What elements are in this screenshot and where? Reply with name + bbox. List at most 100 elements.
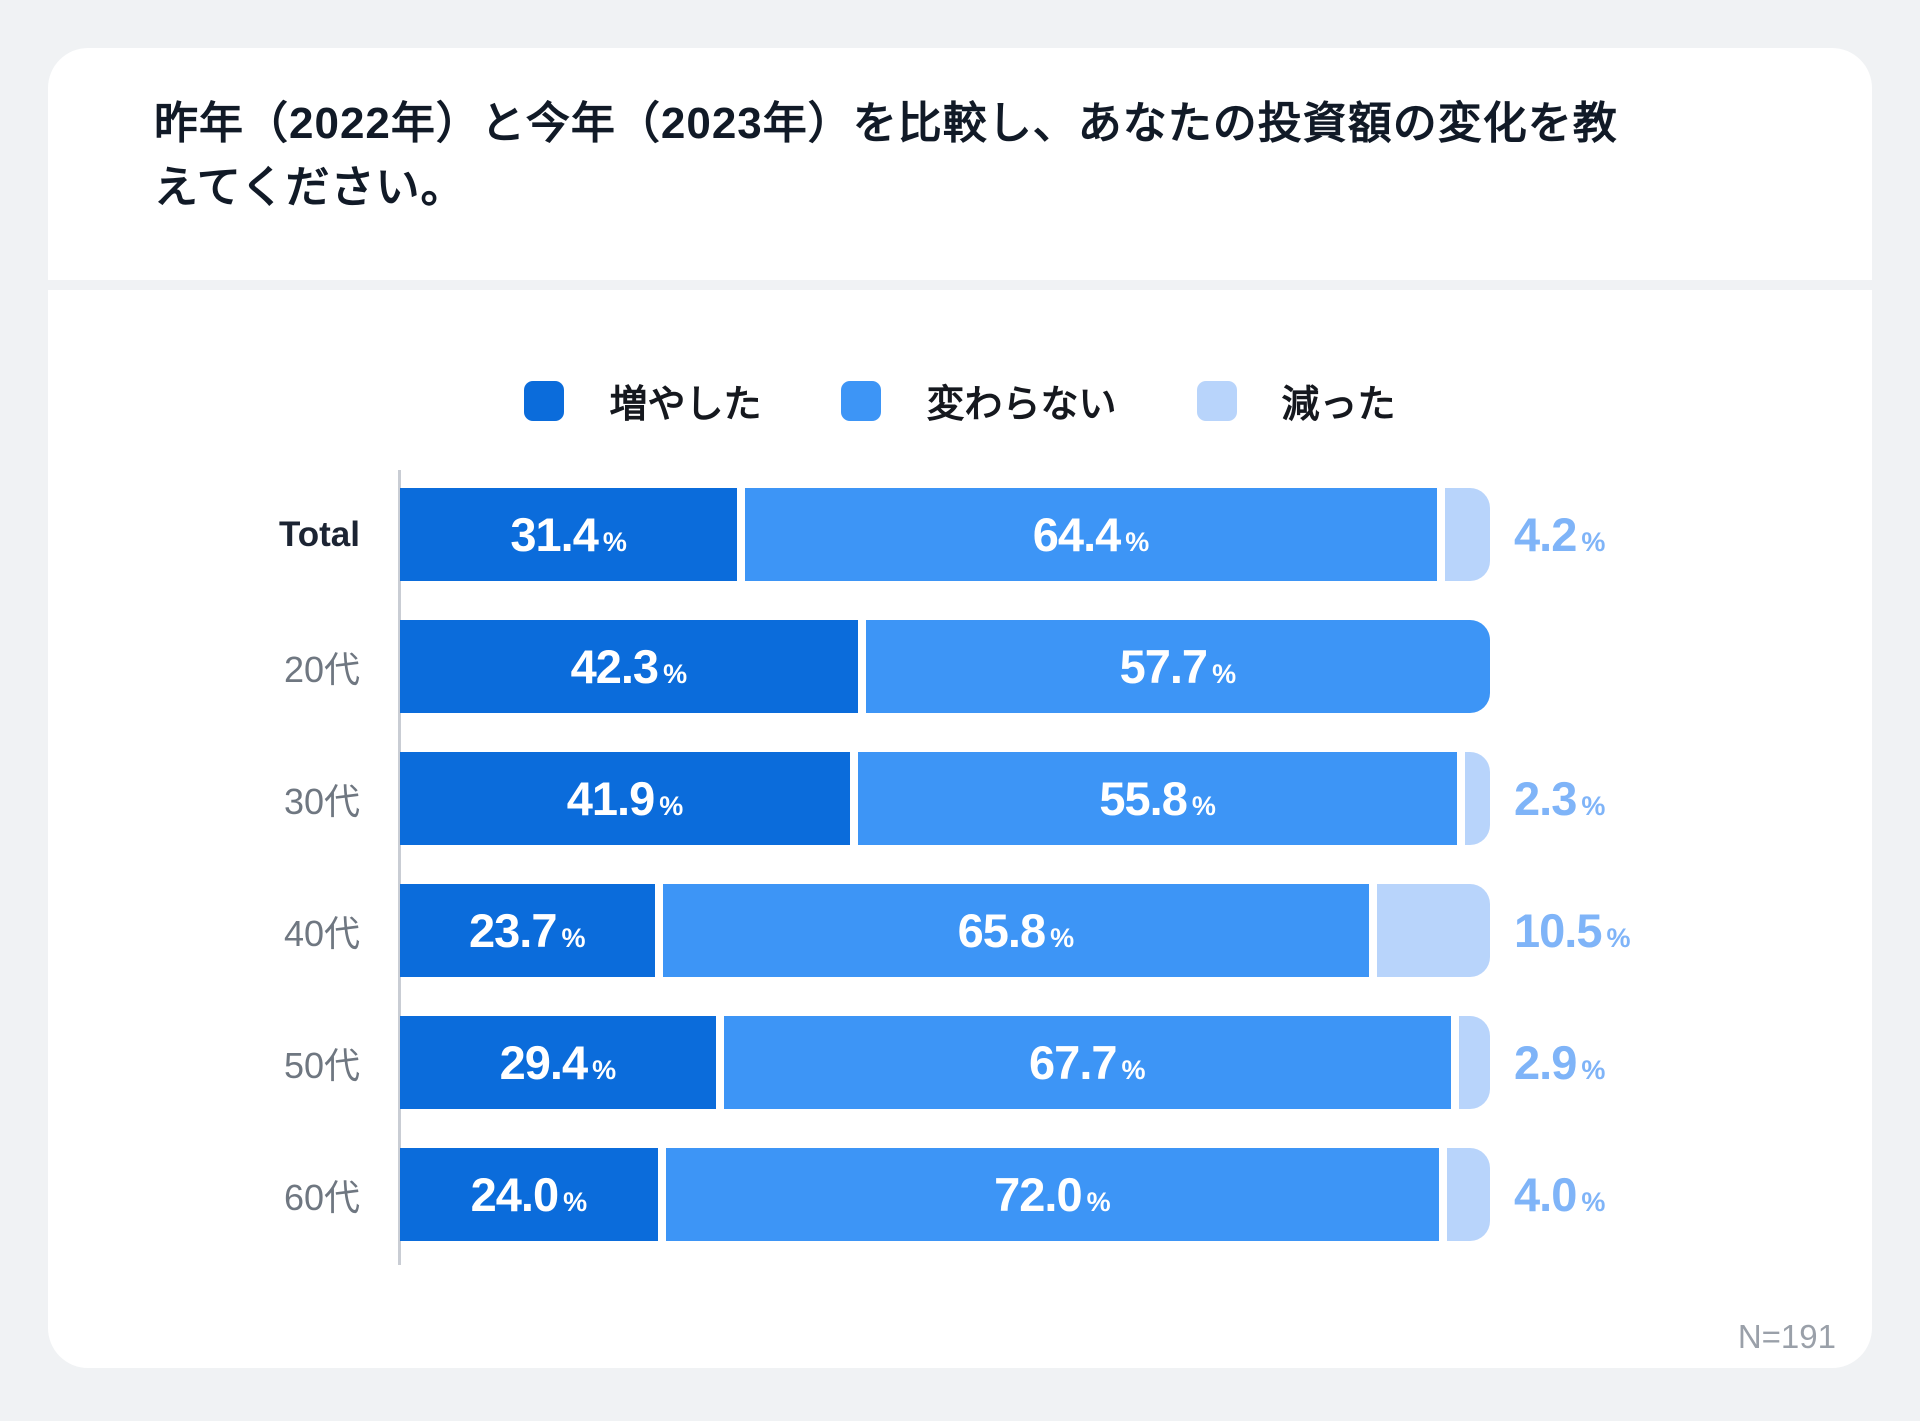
bar-segment-same: 64.4% <box>745 488 1437 581</box>
percent-sign: % <box>663 659 688 689</box>
percent-sign: % <box>592 1055 617 1085</box>
value-number: 55.8 <box>1099 772 1187 825</box>
bar-value-label: 29.4% <box>500 1035 617 1090</box>
value-number: 2.9 <box>1514 1036 1577 1089</box>
value-number: 57.7 <box>1119 640 1208 693</box>
percent-sign: % <box>1191 791 1216 821</box>
chart-row: 50代 29.4% 67.7% 2.9% <box>48 1016 1631 1109</box>
legend-swatch-increase <box>524 380 565 421</box>
row-label: 50代 <box>283 1044 360 1086</box>
value-number: 31.4 <box>510 508 598 561</box>
bar-value-label: 42.3% <box>571 639 688 694</box>
percent-sign: % <box>1581 1187 1606 1217</box>
percent-sign: % <box>1086 1187 1111 1217</box>
legend-item-same: 変わらない <box>841 373 1117 428</box>
bar-segment-increase: 42.3% <box>400 620 858 713</box>
bar-value-label: 23.7% <box>469 903 586 958</box>
bar-segment-same: 65.8% <box>662 884 1370 977</box>
chart-title: 昨年（2022年）と今年（2023年）を比較し、あなたの投資額の変化を教 えてく… <box>154 92 1766 220</box>
chart-area: 増やした 変わらない 減った Total 31.4% 64.4% 4.2% 20代 42.3%… <box>48 290 1872 1368</box>
bar-segment-increase: 41.9% <box>400 752 850 845</box>
bar-segment-decrease <box>1444 488 1490 581</box>
sample-size-note: N=191 <box>1737 1318 1836 1355</box>
value-number: 72.0 <box>994 1168 1082 1221</box>
legend-swatch-same <box>841 380 882 421</box>
card-header: 昨年（2022年）と今年（2023年）を比較し、あなたの投資額の変化を教 えてく… <box>48 48 1872 280</box>
percent-sign: % <box>1125 527 1150 557</box>
legend-item-decrease: 減った <box>1196 373 1396 428</box>
percent-sign: % <box>561 923 586 953</box>
legend-label-decrease: 減った <box>1281 384 1396 426</box>
chart-title-line-2: えてください。 <box>154 163 466 212</box>
axis-line <box>398 470 401 1265</box>
row-label: Total <box>278 514 360 554</box>
bar-segment-same: 67.7% <box>723 1016 1451 1109</box>
bar-segment-increase: 23.7% <box>400 884 655 977</box>
bar-track: 29.4% 67.7% <box>400 1016 1490 1109</box>
bar-segment-decrease <box>1447 1148 1490 1241</box>
value-number: 41.9 <box>566 772 655 825</box>
percent-sign: % <box>1581 527 1606 557</box>
chart-title-line-1: 昨年（2022年）と今年（2023年）を比較し、あなたの投資額の変化を教 <box>154 99 1618 148</box>
bar-segment-decrease <box>1458 1016 1490 1109</box>
value-number: 24.0 <box>470 1168 559 1221</box>
bar-segment-same: 55.8% <box>858 752 1458 845</box>
bar-track: 31.4% 64.4% <box>400 488 1490 581</box>
bar-value-label: 72.0% <box>994 1167 1111 1222</box>
bar-segment-increase: 24.0% <box>400 1148 658 1241</box>
percent-sign: % <box>1581 1055 1606 1085</box>
legend-label-increase: 増やした <box>609 384 762 426</box>
bar-segment-same: 72.0% <box>665 1148 1440 1241</box>
percent-sign: % <box>1606 923 1631 953</box>
outside-value-label: 4.0% <box>1514 1167 1605 1222</box>
chart-row: 20代 42.3% 57.7% <box>48 620 1631 713</box>
bar-value-label: 31.4% <box>510 507 627 562</box>
value-number: 4.0 <box>1514 1168 1577 1221</box>
bar-value-label: 24.0% <box>471 1167 588 1222</box>
outside-value-label: 10.5% <box>1514 903 1631 958</box>
legend: 増やした 変わらない 減った <box>48 373 1872 428</box>
value-number: 4.2 <box>1514 508 1577 561</box>
percent-sign: % <box>602 527 627 557</box>
outside-value-label: 2.3% <box>1514 771 1605 826</box>
row-label: 30代 <box>283 780 360 822</box>
percent-sign: % <box>659 791 684 821</box>
outside-value-label: 2.9% <box>1514 1035 1605 1090</box>
bar-track: 41.9% 55.8% <box>400 752 1490 845</box>
bar-value-label: 57.7% <box>1120 639 1237 694</box>
legend-swatch-decrease <box>1196 380 1237 421</box>
value-number: 2.3 <box>1514 772 1577 825</box>
row-label: 20代 <box>283 648 360 690</box>
chart-row: 60代 24.0% 72.0% 4.0% <box>48 1148 1631 1241</box>
bar-track: 23.7% 65.8% <box>400 884 1490 977</box>
percent-sign: % <box>1121 1055 1146 1085</box>
bar-value-label: 41.9% <box>567 771 684 826</box>
legend-item-increase: 増やした <box>524 373 761 428</box>
bar-segment-increase: 29.4% <box>400 1016 716 1109</box>
value-number: 10.5 <box>1514 904 1602 957</box>
header-divider <box>48 280 1872 290</box>
bar-value-label: 65.8% <box>958 903 1075 958</box>
value-number: 29.4 <box>499 1036 588 1089</box>
bar-value-label: 64.4% <box>1033 507 1150 562</box>
legend-label-same: 変わらない <box>926 384 1117 426</box>
bar-value-label: 55.8% <box>1099 771 1216 826</box>
bar-segment-decrease <box>1377 884 1490 977</box>
percent-sign: % <box>1581 791 1606 821</box>
value-number: 64.4 <box>1032 508 1121 561</box>
value-number: 67.7 <box>1029 1036 1117 1089</box>
chart-row: Total 31.4% 64.4% 4.2% <box>48 488 1631 581</box>
bar-track: 42.3% 57.7% <box>400 620 1490 713</box>
chart-rows: Total 31.4% 64.4% 4.2% 20代 42.3% 57.7% 30代 41.9%… <box>48 488 1631 1280</box>
percent-sign: % <box>563 1187 588 1217</box>
outside-value-label: 4.2% <box>1514 507 1605 562</box>
row-label: 40代 <box>283 912 360 954</box>
percent-sign: % <box>1212 659 1237 689</box>
bar-segment-decrease <box>1465 752 1490 845</box>
bar-value-label: 67.7% <box>1029 1035 1146 1090</box>
percent-sign: % <box>1050 923 1075 953</box>
bar-track: 24.0% 72.0% <box>400 1148 1490 1241</box>
bar-segment-increase: 31.4% <box>400 488 738 581</box>
value-number: 42.3 <box>570 640 659 693</box>
